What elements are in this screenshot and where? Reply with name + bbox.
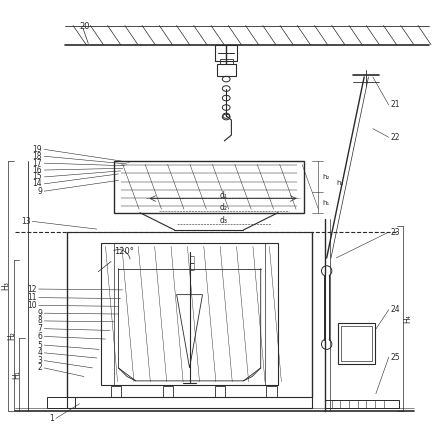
Circle shape xyxy=(321,266,332,276)
Bar xyxy=(217,63,236,76)
Text: 25: 25 xyxy=(390,353,400,362)
Text: 9: 9 xyxy=(37,187,42,196)
Text: h₁: h₁ xyxy=(322,200,329,206)
Text: 18: 18 xyxy=(33,152,42,161)
Text: H₂: H₂ xyxy=(7,331,16,340)
Text: 10: 10 xyxy=(27,301,37,310)
Text: 21: 21 xyxy=(390,101,399,110)
Bar xyxy=(220,59,233,64)
Text: 15: 15 xyxy=(33,173,42,181)
Text: 16: 16 xyxy=(33,165,42,174)
Text: d₂: d₂ xyxy=(219,203,227,212)
Text: 5: 5 xyxy=(37,341,42,350)
Bar xyxy=(215,45,237,60)
Text: 4: 4 xyxy=(37,348,42,357)
Text: d₁: d₁ xyxy=(219,190,227,199)
Text: 23: 23 xyxy=(390,228,400,236)
Text: h₂: h₂ xyxy=(322,174,329,180)
Text: 20: 20 xyxy=(80,22,90,31)
Bar xyxy=(341,326,372,361)
Text: 2: 2 xyxy=(37,363,42,372)
Text: 9: 9 xyxy=(37,309,42,318)
Text: 8: 8 xyxy=(37,316,42,325)
Text: 吊: 吊 xyxy=(189,256,194,265)
Text: 12: 12 xyxy=(27,285,37,294)
Text: 11: 11 xyxy=(27,293,37,302)
Bar xyxy=(114,161,304,213)
Text: 7: 7 xyxy=(37,324,42,333)
Text: 6: 6 xyxy=(37,332,42,341)
Bar xyxy=(215,387,225,397)
Bar xyxy=(163,387,173,397)
Bar xyxy=(111,387,122,397)
Text: 22: 22 xyxy=(390,133,399,142)
Bar xyxy=(266,387,277,397)
Bar xyxy=(67,397,313,408)
Text: 120°: 120° xyxy=(114,247,134,256)
Text: H₁: H₁ xyxy=(13,370,22,379)
Bar xyxy=(325,400,399,408)
Bar xyxy=(101,243,278,385)
Text: 袋: 袋 xyxy=(189,262,194,271)
Bar xyxy=(47,397,75,408)
Text: H₃: H₃ xyxy=(1,282,10,291)
Text: 13: 13 xyxy=(21,217,31,226)
Bar xyxy=(338,323,375,363)
Text: h₃: h₃ xyxy=(336,180,344,186)
Text: 14: 14 xyxy=(33,179,42,188)
Circle shape xyxy=(321,339,332,350)
Text: d₃: d₃ xyxy=(219,216,227,225)
Text: 3: 3 xyxy=(37,356,42,365)
Text: 17: 17 xyxy=(33,159,42,168)
Text: 19: 19 xyxy=(33,145,42,154)
Text: 1: 1 xyxy=(49,414,54,423)
Text: H₄: H₄ xyxy=(403,314,412,323)
Text: 24: 24 xyxy=(390,305,400,314)
